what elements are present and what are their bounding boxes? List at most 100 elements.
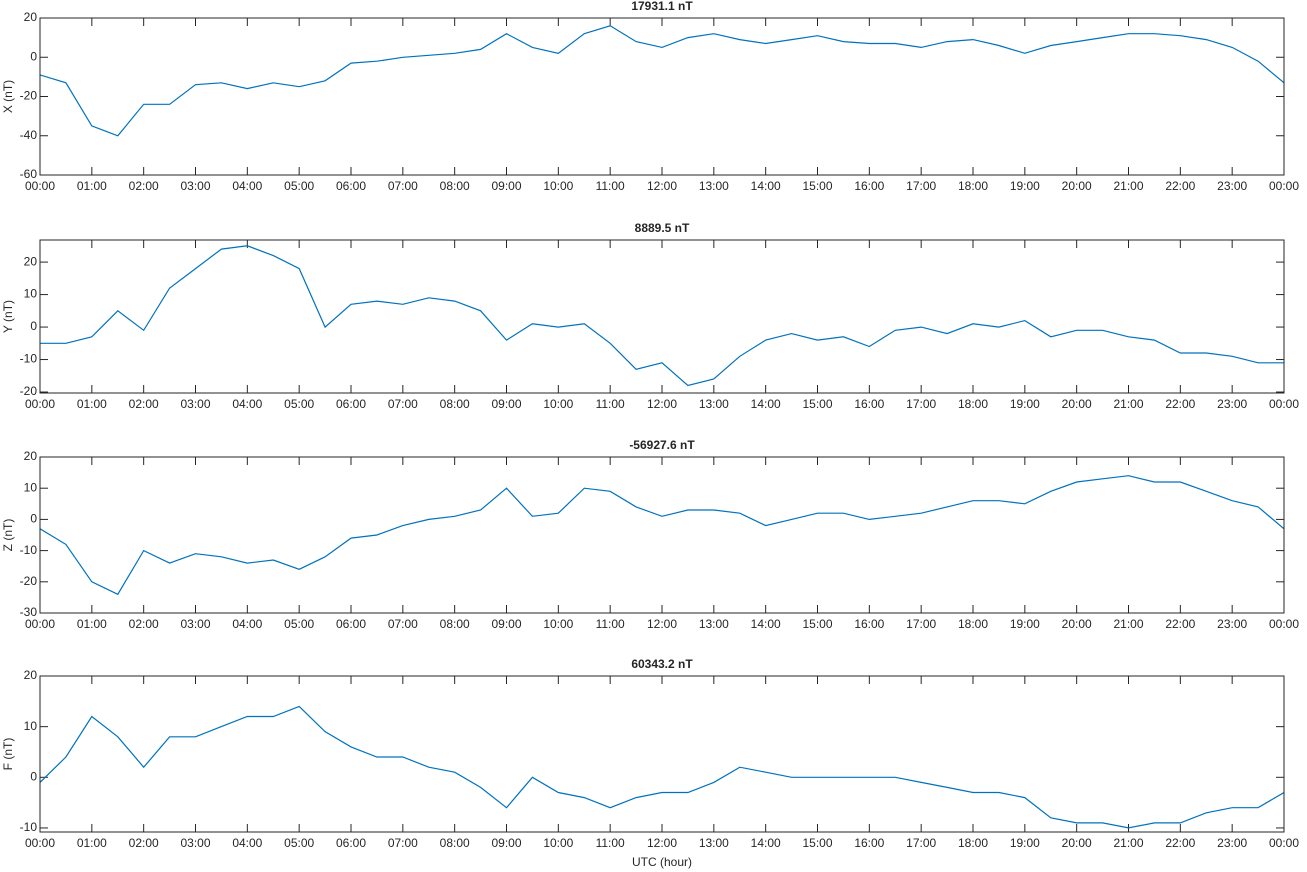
y-tick-label: 0 [30,319,37,333]
x-tick-label: 23:00 [1217,617,1247,631]
x-tick-label: 09:00 [491,617,521,631]
x-tick-label: 13:00 [699,836,729,850]
x-tick-label: 00:00 [1269,836,1299,850]
plot-area [40,457,1284,613]
x-tick-label: 10:00 [543,397,573,411]
x-tick-label: 11:00 [596,179,625,193]
x-tick-label: 10:00 [543,836,573,850]
plot-frame [39,456,1285,614]
x-tick-label: 22:00 [1165,179,1195,193]
plot-area [40,240,1284,393]
y-tick-label: -20 [20,89,38,103]
x-tick-label: 23:00 [1217,836,1247,850]
x-tick-label: 04:00 [232,179,262,193]
plot-frame [39,239,1285,394]
y-tick-label: -10 [20,543,38,557]
chart-title: 60343.2 nT [631,657,693,671]
plot-frame [39,17,1285,176]
x-tick-label: 02:00 [129,617,159,631]
x-tick-label: 10:00 [543,179,573,193]
x-tick-label: 01:00 [77,617,107,631]
x-tick-label: 02:00 [129,397,159,411]
plot-frame [39,675,1285,833]
x-tick-label: 18:00 [958,397,988,411]
x-tick-label: 00:00 [25,397,55,411]
x-tick-label: 08:00 [440,179,470,193]
x-tick-label: 07:00 [388,397,418,411]
x-tick-label: 08:00 [440,617,470,631]
x-tick-label: 02:00 [129,179,159,193]
x-tick-label: 12:00 [647,617,677,631]
x-tick-label: 17:00 [906,397,936,411]
chart-title: -56927.6 nT [629,438,695,452]
x-tick-label: 21:00 [1113,397,1143,411]
y-axis-label: F (nT) [1,738,15,771]
x-tick-label: 04:00 [232,836,262,850]
x-tick-label: 03:00 [180,179,210,193]
plot-area [40,18,1284,175]
y-tick-label: 0 [30,49,37,63]
x-tick-label: 04:00 [232,397,262,411]
x-tick-label: 06:00 [336,617,366,631]
x-tick-label: 15:00 [802,179,832,193]
x-tick-label: 00:00 [25,836,55,850]
x-tick-label: 04:00 [232,617,262,631]
x-tick-label: 06:00 [336,179,366,193]
x-tick-label: 22:00 [1165,836,1195,850]
x-tick-label: 07:00 [388,179,418,193]
x-tick-label: 18:00 [958,617,988,631]
x-tick-label: 12:00 [647,836,677,850]
x-tick-label: 20:00 [1062,179,1092,193]
x-tick-label: 08:00 [440,397,470,411]
x-tick-label: 14:00 [751,836,781,850]
x-tick-label: 11:00 [596,836,625,850]
x-tick-label: 16:00 [854,179,884,193]
x-tick-label: 23:00 [1217,179,1247,193]
x-tick-label: 17:00 [906,836,936,850]
x-tick-label: 09:00 [491,397,521,411]
x-tick-label: 14:00 [751,397,781,411]
y-tick-label: 20 [24,449,38,463]
data-line [40,475,1284,596]
x-tick-label: 05:00 [284,397,314,411]
x-axis-label: UTC (hour) [632,855,692,869]
y-tick-label: -20 [20,384,38,398]
x-tick-label: 00:00 [25,179,55,193]
x-tick-label: 01:00 [77,179,107,193]
x-tick-label: 14:00 [751,617,781,631]
data-line [40,705,1284,829]
x-tick-label: 22:00 [1165,397,1195,411]
x-tick-label: 00:00 [1269,397,1299,411]
x-tick-label: 00:00 [1269,617,1299,631]
x-tick-label: 05:00 [284,836,314,850]
y-tick-label: -60 [20,167,38,181]
x-tick-label: 21:00 [1113,617,1143,631]
x-tick-label: 21:00 [1113,836,1143,850]
x-tick-label: 12:00 [647,179,677,193]
x-tick-label: 20:00 [1062,836,1092,850]
x-tick-label: 05:00 [284,617,314,631]
y-axis-label: Y (nT) [1,300,15,333]
x-tick-label: 06:00 [336,397,366,411]
x-tick-label: 22:00 [1165,617,1195,631]
x-tick-label: 15:00 [802,836,832,850]
x-tick-label: 02:00 [129,836,159,850]
x-tick-label: 23:00 [1217,397,1247,411]
x-tick-label: 17:00 [906,617,936,631]
x-tick-label: 18:00 [958,836,988,850]
y-tick-label: -30 [20,605,38,619]
x-tick-label: 03:00 [180,836,210,850]
x-tick-label: 20:00 [1062,397,1092,411]
x-tick-label: 09:00 [491,179,521,193]
x-tick-label: 11:00 [596,617,625,631]
y-tick-label: 10 [24,719,38,733]
y-axis-label: X (nT) [1,80,15,113]
x-tick-label: 05:00 [284,179,314,193]
x-tick-label: 15:00 [802,397,832,411]
x-tick-label: 21:00 [1113,179,1143,193]
x-tick-label: 03:00 [180,617,210,631]
y-tick-label: -10 [20,352,38,366]
y-tick-label: 10 [24,287,38,301]
x-tick-label: 07:00 [388,836,418,850]
